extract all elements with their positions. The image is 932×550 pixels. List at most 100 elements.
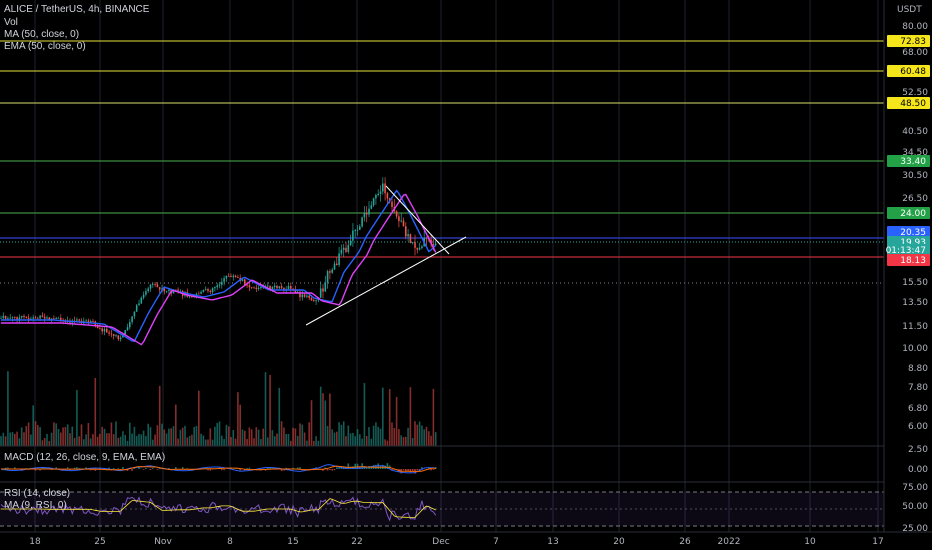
candle[interactable]	[131, 316, 133, 325]
candle[interactable]	[372, 197, 375, 207]
candle[interactable]	[347, 240, 350, 254]
candle[interactable]	[41, 312, 44, 318]
candle[interactable]	[354, 229, 356, 238]
candle[interactable]	[434, 240, 437, 247]
candle[interactable]	[135, 303, 138, 312]
candle[interactable]	[319, 281, 322, 298]
candle[interactable]	[18, 314, 21, 323]
candle[interactable]	[115, 333, 117, 338]
candle[interactable]	[55, 316, 57, 320]
candle[interactable]	[149, 283, 152, 292]
candle[interactable]	[0, 315, 2, 319]
candle[interactable]	[207, 287, 209, 293]
candle[interactable]	[411, 241, 414, 245]
candle[interactable]	[414, 234, 416, 256]
candle[interactable]	[25, 316, 28, 319]
candle[interactable]	[23, 314, 25, 320]
candle[interactable]	[324, 275, 327, 292]
candle[interactable]	[405, 222, 407, 240]
candle[interactable]	[253, 286, 255, 289]
candle[interactable]	[352, 223, 354, 247]
macd-legend[interactable]: MACD (12, 26, close, 9, EMA, EMA)	[4, 452, 166, 463]
candle[interactable]	[280, 283, 283, 289]
candle[interactable]	[126, 323, 129, 331]
candle[interactable]	[421, 244, 423, 250]
candle[interactable]	[179, 289, 182, 292]
candle[interactable]	[46, 315, 48, 319]
candle[interactable]	[416, 247, 419, 254]
candle[interactable]	[425, 236, 428, 246]
candle[interactable]	[103, 326, 106, 336]
candle[interactable]	[163, 287, 166, 295]
symbol-title[interactable]: ALICE / TetherUS, 4h, BINANCE	[4, 4, 150, 15]
indicator-vol[interactable]: Vol	[4, 17, 18, 28]
candle[interactable]	[370, 201, 373, 210]
candle[interactable]	[225, 275, 228, 282]
candle[interactable]	[124, 329, 126, 335]
candle[interactable]	[133, 311, 136, 320]
candle[interactable]	[384, 177, 386, 201]
candle[interactable]	[7, 316, 9, 320]
candle[interactable]	[30, 316, 32, 320]
candle[interactable]	[142, 291, 145, 300]
candle[interactable]	[409, 233, 412, 244]
horizontal-levels[interactable]	[0, 40, 884, 284]
candle[interactable]	[218, 281, 221, 289]
candle[interactable]	[398, 213, 400, 228]
candle[interactable]	[326, 269, 329, 289]
candle[interactable]	[57, 316, 60, 319]
candle[interactable]	[158, 286, 161, 294]
candle[interactable]	[221, 277, 223, 289]
candle[interactable]	[214, 286, 216, 292]
candle[interactable]	[359, 224, 361, 230]
candle[interactable]	[246, 281, 248, 288]
candle[interactable]	[382, 177, 384, 195]
candle[interactable]	[407, 229, 409, 242]
candle[interactable]	[129, 319, 131, 330]
candle[interactable]	[37, 316, 39, 320]
candle[interactable]	[329, 269, 331, 280]
candle[interactable]	[400, 213, 402, 223]
candle[interactable]	[223, 275, 225, 286]
candle[interactable]	[112, 333, 115, 340]
candle[interactable]	[209, 289, 212, 295]
candle[interactable]	[336, 257, 338, 266]
candle[interactable]	[92, 318, 94, 323]
candle[interactable]	[361, 216, 363, 228]
candle[interactable]	[99, 324, 101, 330]
candle[interactable]	[234, 274, 237, 278]
candle[interactable]	[278, 286, 281, 290]
candle[interactable]	[250, 287, 253, 289]
candle[interactable]	[349, 234, 352, 247]
candle[interactable]	[211, 287, 214, 294]
candle[interactable]	[363, 205, 366, 222]
indicator-ema[interactable]: EMA (50, close, 0)	[4, 41, 86, 52]
candle[interactable]	[147, 286, 149, 293]
candle[interactable]	[2, 312, 5, 321]
rsi-legend[interactable]: RSI (14, close)	[4, 488, 71, 499]
candle[interactable]	[152, 282, 154, 288]
trendlines[interactable]	[305, 185, 467, 326]
rsi-ma-legend[interactable]: MA (9, RSI, 0)	[4, 500, 67, 511]
candle[interactable]	[110, 329, 113, 338]
candle[interactable]	[230, 273, 232, 278]
candle[interactable]	[119, 335, 122, 342]
candle[interactable]	[299, 289, 301, 301]
candle[interactable]	[333, 260, 336, 271]
candle[interactable]	[402, 217, 405, 227]
candle[interactable]	[202, 289, 205, 293]
candle[interactable]	[322, 284, 324, 299]
candle[interactable]	[257, 284, 260, 291]
candle[interactable]	[145, 288, 147, 297]
candle[interactable]	[138, 299, 140, 306]
candle[interactable]	[9, 313, 11, 320]
candle[interactable]	[418, 242, 421, 251]
candle[interactable]	[391, 196, 393, 212]
candle[interactable]	[154, 282, 156, 288]
candle[interactable]	[108, 330, 110, 337]
candle[interactable]	[27, 314, 30, 324]
candle[interactable]	[34, 315, 37, 319]
candle[interactable]	[216, 283, 218, 291]
candle[interactable]	[156, 282, 159, 288]
